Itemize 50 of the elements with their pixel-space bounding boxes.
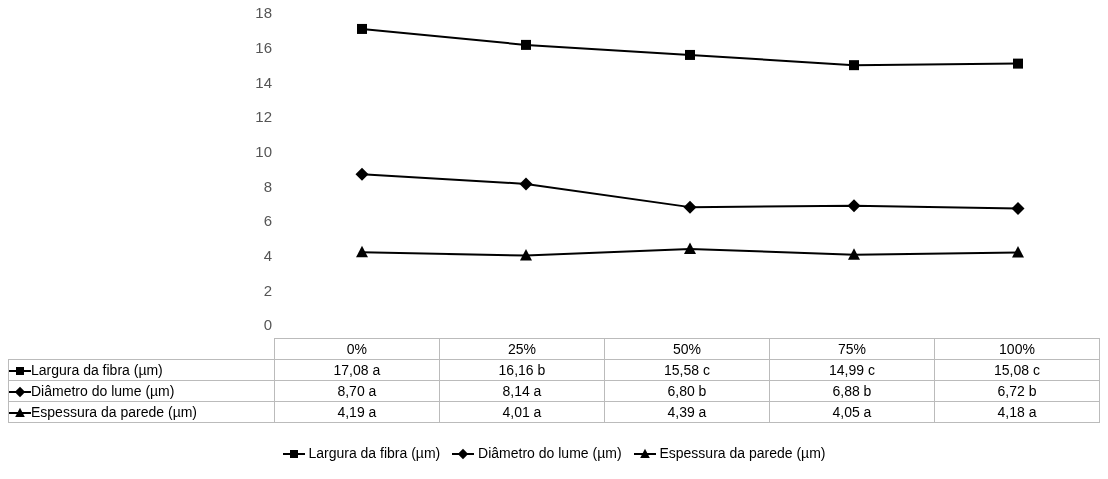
y-tick-label: 8 — [263, 177, 272, 195]
point — [1012, 246, 1024, 258]
point — [356, 245, 368, 258]
data-label: 6,72 b — [934, 380, 1100, 402]
y-tick-label: 0 — [263, 316, 272, 334]
x-tick-label: 100% — [934, 338, 1100, 360]
data-label: 16,16 b — [439, 359, 605, 381]
x-tick-label: 0% — [274, 338, 440, 360]
data-label: 15,58 c — [604, 359, 770, 381]
data-label: 4,01 a — [439, 401, 605, 423]
data-label: 8,70 a — [274, 380, 440, 402]
y-tick-label: 18 — [255, 4, 272, 22]
point — [355, 167, 369, 181]
point — [683, 200, 697, 214]
point — [519, 177, 533, 191]
point — [521, 39, 531, 50]
data-label: 4,18 a — [934, 401, 1100, 423]
point — [357, 23, 367, 34]
text: Largura da fibra (µm) — [308, 445, 441, 461]
x-tick-label: 25% — [439, 338, 605, 360]
text: Espessura da parede (µm) — [31, 404, 198, 420]
point — [848, 248, 860, 260]
y-tick-label: 6 — [263, 212, 272, 230]
data-label: 17,08 a — [274, 359, 440, 381]
y-tick-label: 2 — [263, 281, 272, 299]
data-label: 15,08 c — [934, 359, 1100, 381]
point — [684, 242, 696, 254]
data-label: 14,99 c — [769, 359, 935, 381]
legend-label: Espessura da parede (µm) — [658, 445, 826, 461]
point — [847, 199, 861, 213]
data-label: 6,80 b — [604, 380, 770, 402]
x-tick-label: 50% — [604, 338, 770, 360]
y-tick-label: 16 — [255, 38, 272, 56]
y-tick-label: 4 — [263, 246, 272, 264]
legend-label: Diâmetro do lume (µm) — [477, 445, 622, 461]
data-label: 4,05 a — [769, 401, 935, 423]
point — [1011, 202, 1025, 216]
point — [849, 60, 859, 71]
data-label: 8,14 a — [439, 380, 605, 402]
point — [1013, 58, 1023, 69]
data-label: 4,39 a — [604, 401, 770, 423]
text: Diâmetro do lume (µm) — [31, 383, 175, 399]
point — [685, 49, 695, 60]
y-tick-label: 12 — [255, 108, 272, 126]
data-label: 6,88 b — [769, 380, 935, 402]
y-tick-label: 14 — [255, 73, 272, 91]
legend-label: Largura da fibra (µm) — [8, 359, 275, 381]
x-tick-label: 75% — [769, 338, 935, 360]
y-tick-label: 10 — [255, 142, 272, 160]
data-label: 4,19 a — [274, 401, 440, 423]
